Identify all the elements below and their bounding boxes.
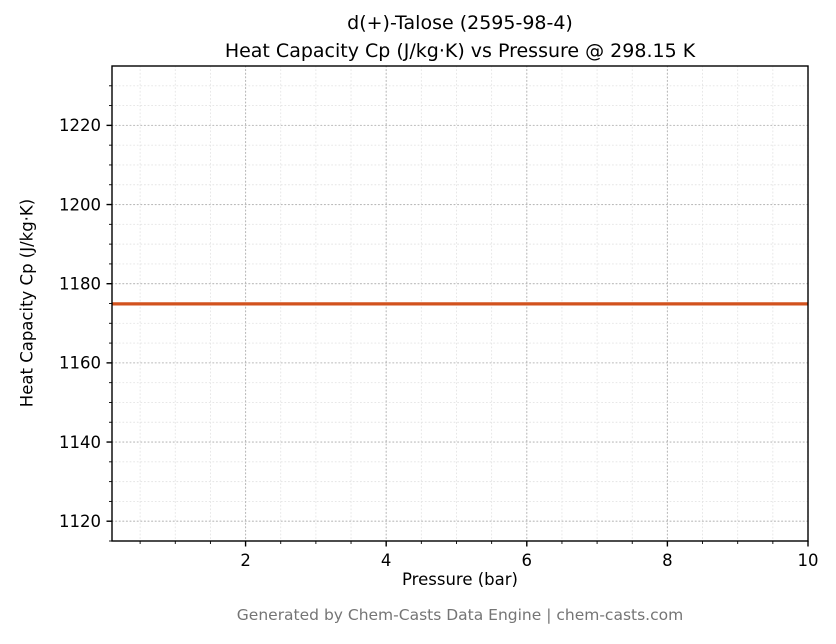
y-tick-label: 1180 bbox=[59, 275, 101, 294]
x-tick-label: 4 bbox=[381, 551, 392, 570]
x-axis-label: Pressure (bar) bbox=[402, 570, 518, 589]
chart-title-line2: Heat Capacity Cp (J/kg·K) vs Pressure @ … bbox=[224, 40, 696, 63]
y-ticks: 1120 1140 1160 1180 1200 1220 bbox=[59, 116, 112, 531]
y-tick-label: 1120 bbox=[59, 512, 101, 531]
chart-title-line1: d(+)-Talose (2595-98-4) bbox=[347, 12, 573, 34]
y-tick-label: 1220 bbox=[59, 116, 101, 135]
x-tick-label: 6 bbox=[522, 551, 533, 570]
y-tick-label: 1160 bbox=[59, 354, 101, 373]
x-tick-label: 2 bbox=[240, 551, 251, 570]
x-ticks: 2 4 6 8 10 bbox=[240, 541, 819, 570]
y-tick-label: 1200 bbox=[59, 195, 101, 214]
y-tick-label: 1140 bbox=[59, 433, 101, 452]
x-tick-label: 10 bbox=[798, 551, 819, 570]
footer-credit: Generated by Chem-Casts Data Engine | ch… bbox=[236, 606, 684, 624]
x-tick-label: 8 bbox=[662, 551, 673, 570]
chart-title: d(+)-Talose (2595-98-4) Heat Capacity Cp… bbox=[112, 9, 808, 65]
axes-spines bbox=[111, 65, 809, 542]
